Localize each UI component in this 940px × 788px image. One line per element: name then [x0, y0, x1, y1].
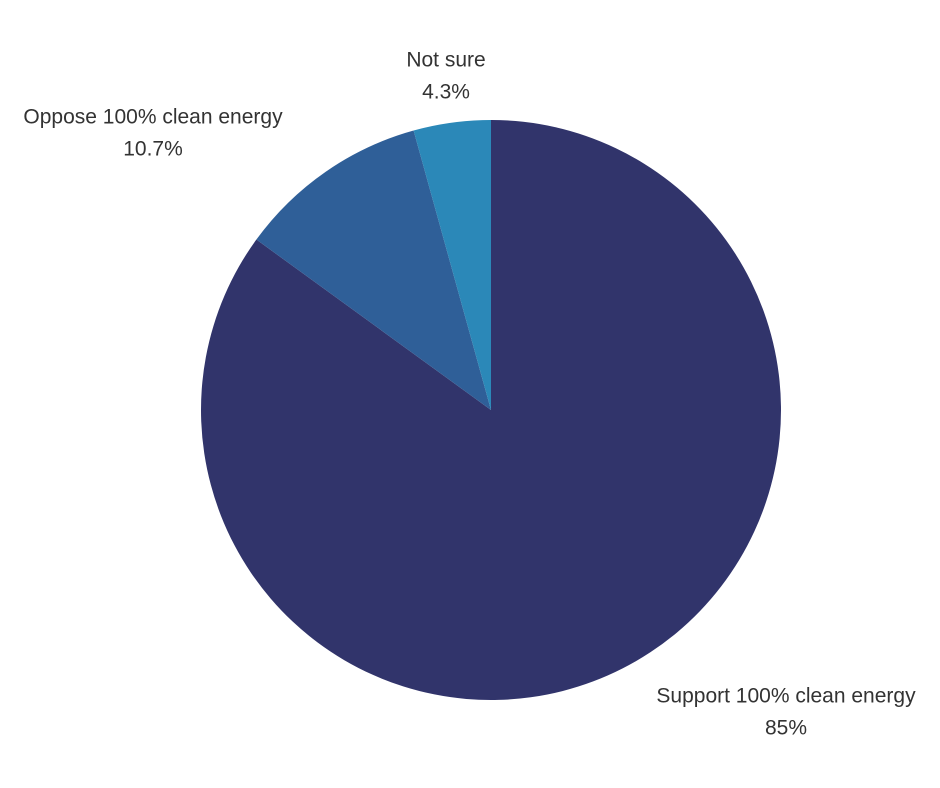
pie-slice [256, 130, 491, 410]
value-label: 4.3% [422, 81, 470, 104]
slice-label: Support 100% clean energy [656, 685, 916, 708]
pie-slice [201, 120, 782, 700]
pie-slice [413, 120, 491, 410]
value-label: 10.7% [123, 138, 183, 161]
slice-label: Oppose 100% clean energy [23, 106, 283, 129]
value-label: 85% [765, 717, 807, 740]
slice-label: Not sure [406, 49, 485, 72]
